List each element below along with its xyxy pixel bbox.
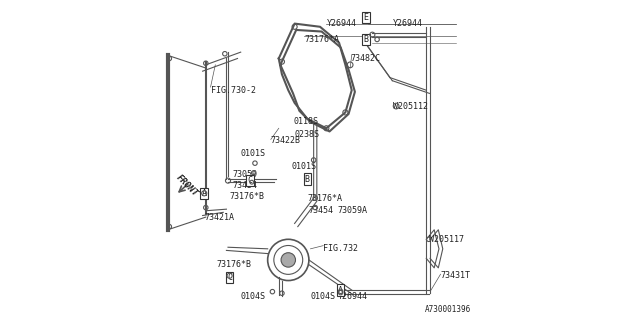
Text: 0104S: 0104S [310,292,335,301]
Text: 73176*A: 73176*A [307,194,342,203]
Text: 73431T: 73431T [440,271,470,280]
Text: B: B [305,174,310,184]
Text: W205117: W205117 [429,235,465,244]
Text: FIG.730-2: FIG.730-2 [211,86,255,95]
Text: 0101S: 0101S [291,162,316,171]
Text: 73421A: 73421A [204,212,234,222]
Text: A730001396: A730001396 [425,305,471,314]
Text: A: A [202,189,207,198]
Text: E: E [364,13,369,22]
Text: A: A [338,285,343,295]
Text: 0118S: 0118S [293,117,318,126]
Text: 73059A: 73059A [337,206,367,215]
Text: 73422B: 73422B [271,136,301,146]
Text: 0104S: 0104S [241,292,266,301]
Text: 73176*A: 73176*A [304,35,339,44]
Text: FIG.732: FIG.732 [323,244,358,253]
Text: 73454: 73454 [309,206,334,215]
Text: 73176*B: 73176*B [217,260,252,269]
Text: 73454: 73454 [233,181,258,190]
Text: 0238S: 0238S [294,130,319,139]
Text: 73059: 73059 [233,170,258,179]
Text: W205112: W205112 [393,101,428,111]
Circle shape [281,253,296,267]
Text: FRONT: FRONT [174,173,200,198]
Text: 73482C: 73482C [350,54,380,63]
Text: Y26944: Y26944 [393,19,423,28]
Text: C: C [248,176,253,185]
Text: Y26944: Y26944 [337,292,367,301]
Text: 73176*B: 73176*B [230,192,264,201]
Text: C: C [227,273,232,282]
Text: B: B [364,35,369,44]
Text: Y26944: Y26944 [326,19,356,28]
Text: 0101S: 0101S [241,149,266,158]
